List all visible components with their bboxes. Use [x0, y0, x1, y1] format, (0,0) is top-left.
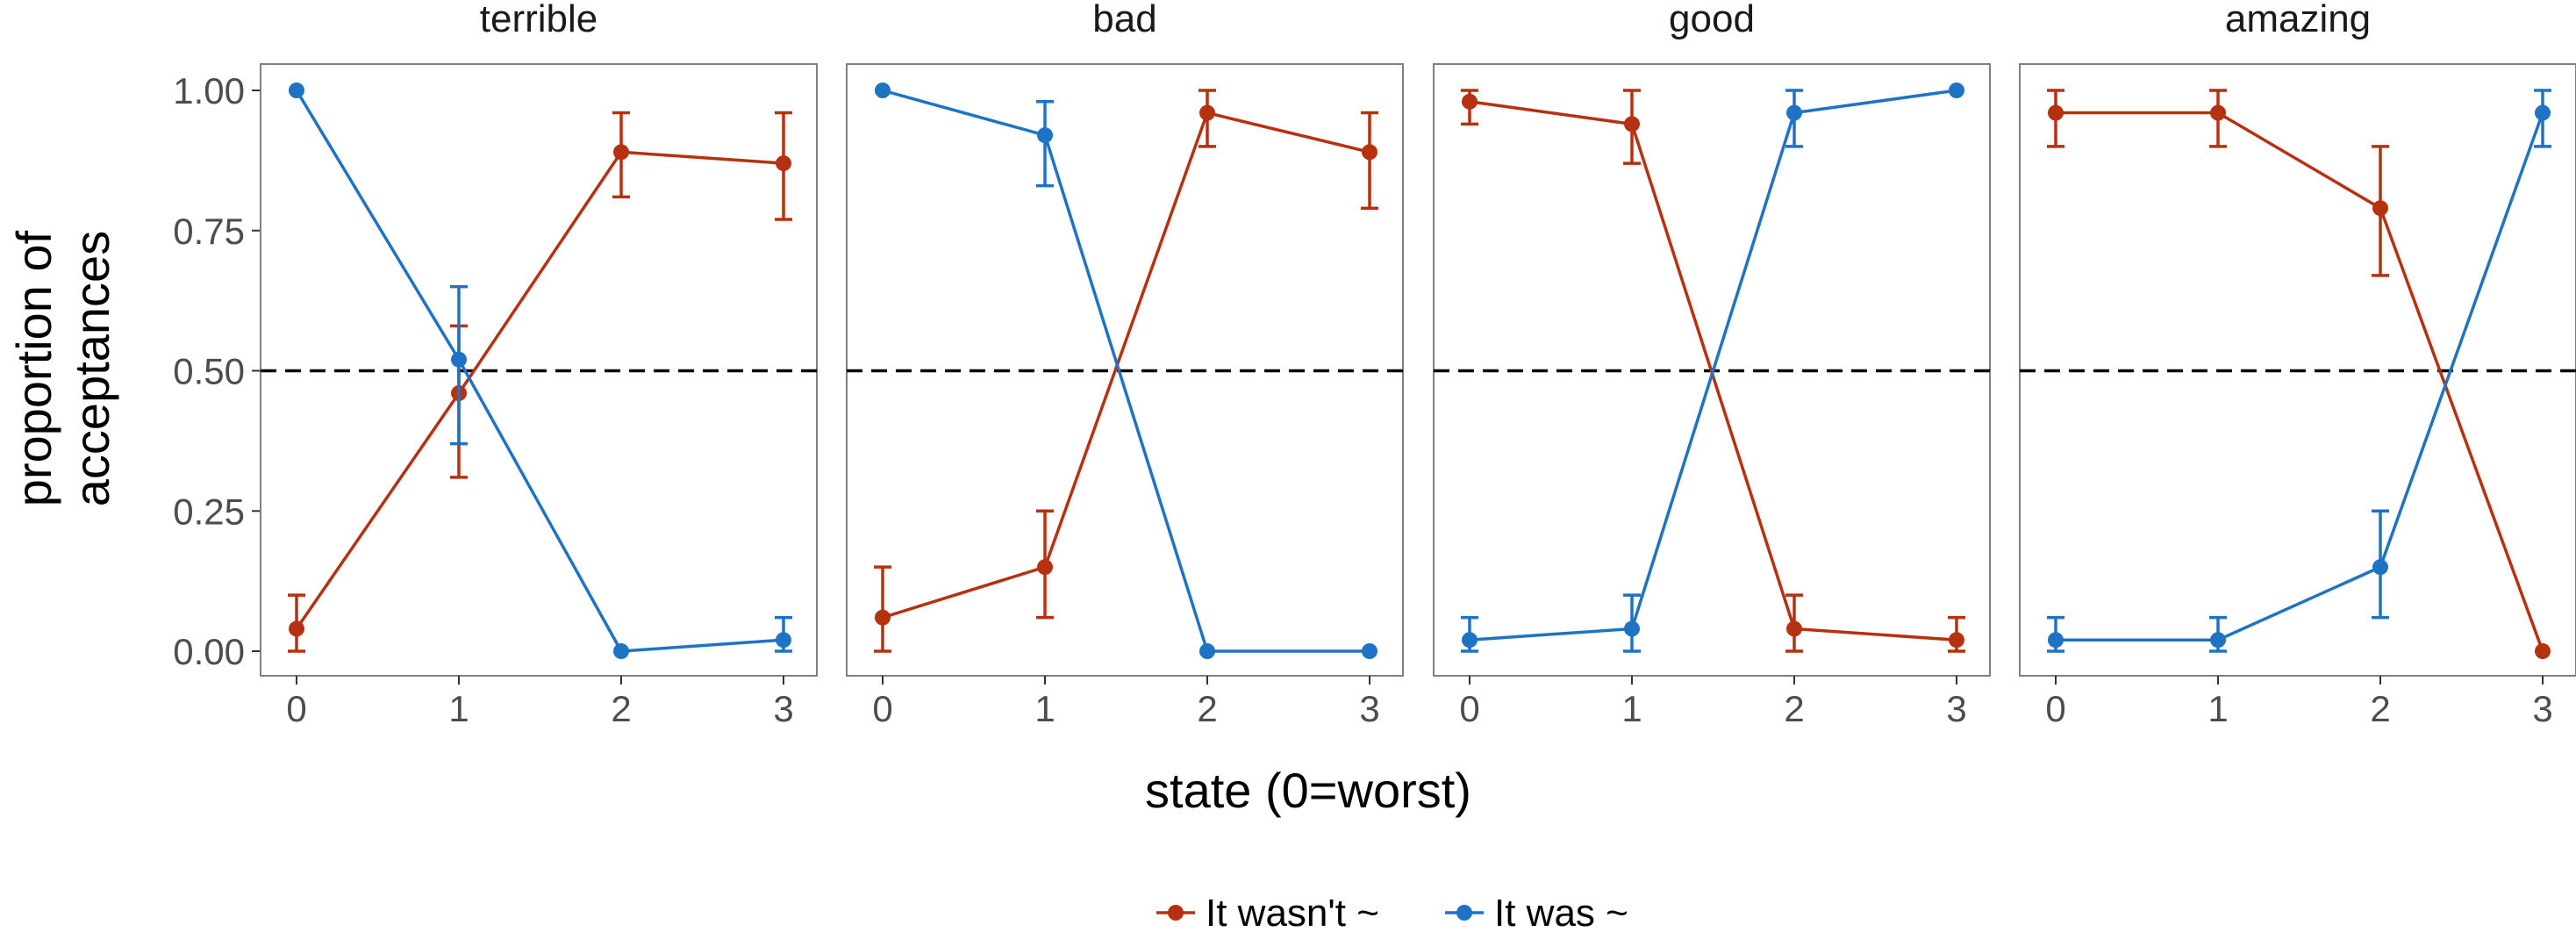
data-point-it-wasnt [2048, 104, 2064, 121]
data-point-it-wasnt [1037, 559, 1053, 576]
data-point-it-was [1462, 632, 1478, 649]
x-tick-label: 1 [1621, 688, 1642, 729]
x-tick-label: 2 [1784, 688, 1804, 729]
legend-key-point-it-wasnt [1168, 905, 1184, 921]
x-tick-label: 2 [1197, 688, 1217, 729]
x-tick-label: 3 [1359, 688, 1379, 729]
series-line-it-wasnt [295, 150, 784, 630]
x-axis-title: state (0=worst) [1145, 763, 1471, 818]
data-point-it-was [289, 82, 304, 98]
data-point-it-wasnt [1362, 144, 1377, 161]
data-point-it-wasnt [1462, 93, 1478, 110]
y-axis-title-line-1: proportion of [6, 230, 61, 506]
data-point-it-wasnt [875, 609, 891, 626]
y-tick-label: 0.75 [173, 211, 245, 252]
data-point-it-was [2372, 559, 2388, 576]
x-tick-label: 1 [1034, 688, 1055, 729]
data-point-it-was [2535, 104, 2551, 121]
legend-label-it-wasnt: It wasn't ~ [1206, 892, 1379, 932]
series-line-it-was [1469, 89, 1957, 642]
data-point-it-wasnt [1624, 116, 1640, 133]
x-tick-label: 0 [872, 688, 892, 729]
data-point-it-wasnt [2535, 643, 2551, 659]
data-point-it-was [875, 82, 891, 98]
x-tick-label: 1 [448, 688, 469, 729]
x-tick-label: 3 [2532, 688, 2552, 729]
panel-title: amazing [2225, 0, 2371, 40]
data-point-it-wasnt [1199, 104, 1215, 121]
y-tick-label: 1.00 [173, 70, 245, 111]
series-line-it-was [882, 89, 1370, 653]
series-line-it-wasnt [2056, 111, 2544, 652]
y-tick-label: 0.00 [173, 631, 245, 672]
panel-good: good 0 1 2 3 [1433, 0, 1991, 729]
data-point-it-was [2048, 632, 2064, 649]
panel-title: bad [1092, 0, 1156, 40]
panel-amazing: amazing 0 1 2 3 [2019, 0, 2576, 729]
legend: It wasn't ~ It was ~ [1156, 892, 1628, 932]
data-point-it-wasnt [1786, 620, 1802, 637]
data-point-it-was [613, 643, 629, 659]
panel-title: terrible [480, 0, 598, 40]
data-point-it-was [776, 632, 791, 649]
error-bar-it-wasnt [1361, 111, 1378, 210]
legend-label-it-was: It was ~ [1494, 892, 1628, 932]
data-point-it-was [1949, 82, 1964, 98]
error-bar-it-was [1036, 100, 1054, 188]
data-point-it-was [1786, 104, 1802, 121]
x-tick-label: 0 [286, 688, 306, 729]
series-line-it-wasnt [882, 111, 1370, 620]
data-point-it-was [1037, 127, 1053, 144]
data-point-it-wasnt [289, 620, 304, 637]
y-tick-label: 0.25 [173, 491, 245, 532]
error-bar-it-wasnt [874, 565, 891, 653]
data-point-it-was [1362, 643, 1377, 659]
panel-bad: bad 0 1 2 3 [846, 0, 1404, 729]
data-point-it-was [2210, 632, 2226, 649]
y-axis-title-line-2: acceptances [64, 231, 119, 506]
y-tick-label: 0.50 [173, 351, 245, 392]
data-point-it-wasnt [2372, 200, 2388, 217]
series-line-it-was [2056, 111, 2544, 642]
series-line-it-was [295, 90, 784, 653]
x-tick-label: 2 [2370, 688, 2390, 729]
series-line-it-wasnt [1469, 100, 1957, 642]
panel-terrible: terrible 0 1 2 3 [260, 0, 818, 729]
data-point-it-was [1199, 643, 1215, 659]
data-point-it-was [1624, 620, 1640, 637]
data-point-it-wasnt [613, 144, 629, 161]
x-tick-label: 2 [611, 688, 631, 729]
x-tick-label: 0 [2045, 688, 2065, 729]
x-tick-label: 1 [2207, 688, 2228, 729]
data-point-it-wasnt [776, 155, 791, 172]
data-point-it-wasnt [1949, 632, 1964, 649]
x-tick-label: 3 [773, 688, 793, 729]
panel-title: good [1669, 0, 1755, 40]
x-tick-label: 3 [1946, 688, 1966, 729]
x-tick-label: 0 [1459, 688, 1479, 729]
legend-key-point-it-was [1456, 905, 1472, 921]
data-point-it-was [451, 351, 467, 368]
data-point-it-wasnt [2210, 104, 2226, 121]
